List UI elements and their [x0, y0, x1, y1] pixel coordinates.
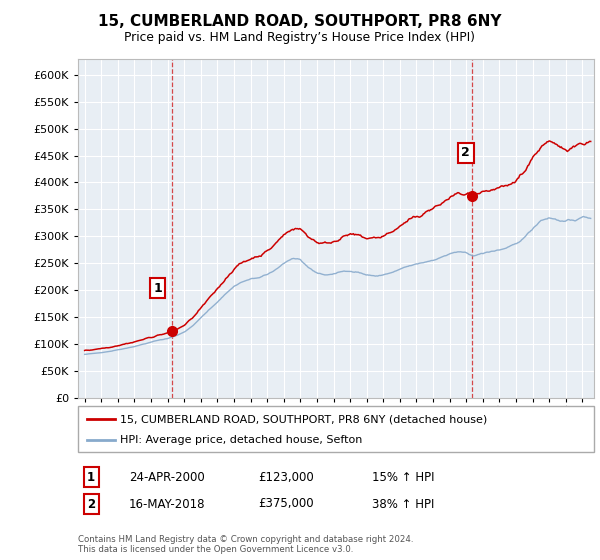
- Text: 2: 2: [87, 497, 95, 511]
- Text: 1: 1: [153, 282, 162, 295]
- Text: 16-MAY-2018: 16-MAY-2018: [129, 497, 205, 511]
- Text: Price paid vs. HM Land Registry’s House Price Index (HPI): Price paid vs. HM Land Registry’s House …: [125, 31, 476, 44]
- Text: £375,000: £375,000: [258, 497, 314, 511]
- Text: 2: 2: [461, 146, 470, 160]
- Text: £123,000: £123,000: [258, 470, 314, 484]
- Text: Contains HM Land Registry data © Crown copyright and database right 2024.
This d: Contains HM Land Registry data © Crown c…: [78, 535, 413, 554]
- Text: 24-APR-2000: 24-APR-2000: [129, 470, 205, 484]
- Text: 38% ↑ HPI: 38% ↑ HPI: [372, 497, 434, 511]
- Text: 15, CUMBERLAND ROAD, SOUTHPORT, PR8 6NY (detached house): 15, CUMBERLAND ROAD, SOUTHPORT, PR8 6NY …: [121, 414, 488, 424]
- Text: 15% ↑ HPI: 15% ↑ HPI: [372, 470, 434, 484]
- Text: 15, CUMBERLAND ROAD, SOUTHPORT, PR8 6NY: 15, CUMBERLAND ROAD, SOUTHPORT, PR8 6NY: [98, 14, 502, 29]
- Text: 1: 1: [87, 470, 95, 484]
- Text: HPI: Average price, detached house, Sefton: HPI: Average price, detached house, Seft…: [121, 435, 362, 445]
